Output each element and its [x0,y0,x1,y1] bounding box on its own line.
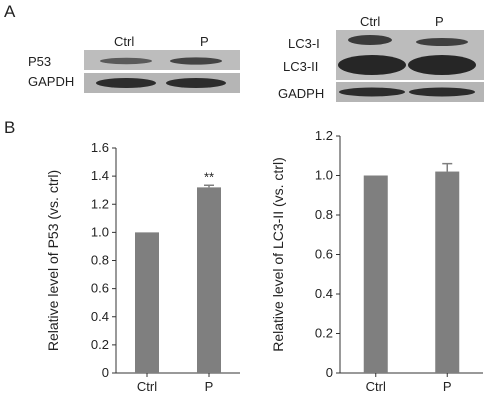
chart-p53-ytick-label: 0.6 [91,281,109,296]
blot-left-row-p53: P53 [28,54,52,69]
chart-lc3-bar [435,171,460,373]
chart-p53-ytick-label: 0.4 [91,309,109,324]
blot-left-image [84,50,240,93]
chart-lc3-ytick-label: 1.2 [315,128,333,143]
blot-left-lane-p: P [200,34,209,49]
blot-left-row-gapdh: GAPDH [28,74,75,89]
blot-right-image [336,30,484,102]
chart-lc3-bar [363,175,388,373]
chart-lc3-ytick-label: 0.8 [315,207,333,222]
chart-lc3-ytick-label: 0.4 [315,286,333,301]
chart-p53-ytick-label: 0 [102,365,109,380]
panel-letter-b: B [4,118,16,137]
blot-right-row-gadph: GADPH [278,86,325,101]
chart-lc3-ytick-label: 1.0 [315,168,333,183]
chart-p53-ytick-label: 0.8 [91,253,109,268]
chart-lc3-xtick-label: Ctrl [366,379,386,394]
blot-right-row-lc3-ii: LC3-II [283,59,319,74]
chart-p53-bar [135,232,159,373]
chart-lc3-ytick-label: 0.6 [315,247,333,262]
chart-p53-significance: ** [204,169,214,184]
chart-p53-ytick-label: 1.6 [91,140,109,155]
blot-right-lane-ctrl: Ctrl [360,14,381,29]
panel-letter-a: A [4,2,16,21]
chart-lc3-ytick-label: 0.2 [315,326,333,341]
blot-right-lane-p: P [435,14,444,29]
chart-p53-xtick-label: Ctrl [137,379,157,394]
chart-lc3-ylabel: Relative level of LC3-II (vs. ctrl) [270,157,286,352]
chart-p53-ytick-label: 1.4 [91,168,109,183]
blot-right-row-lc3-i: LC3-I [288,36,320,51]
chart-lc3-xtick-label: P [443,379,452,394]
chart-p53-xtick-label: P [205,379,214,394]
chart-p53-ytick-label: 0.2 [91,337,109,352]
chart-p53-bar [197,187,221,373]
chart-lc3-ytick-label: 0 [326,365,333,380]
blot-left-lane-ctrl: Ctrl [114,34,135,49]
chart-p53-ylabel: Relative level of P53 (vs. ctrl) [45,170,61,351]
chart-p53-ytick-label: 1.0 [91,224,109,239]
chart-p53-ytick-label: 1.2 [91,196,109,211]
